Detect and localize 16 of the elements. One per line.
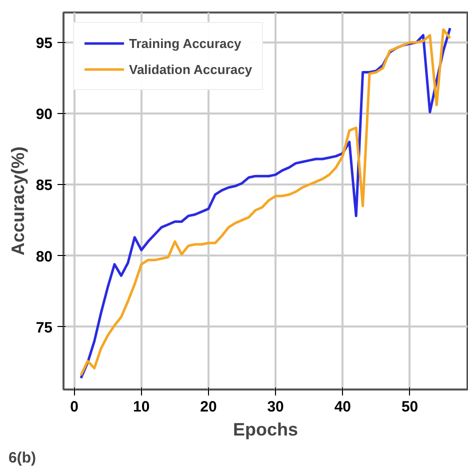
legend-label: Training Accuracy [129,36,242,50]
y-tick-label: 95 [36,34,53,52]
x-tick-label: 0 [70,398,78,416]
y-tick-label: 75 [36,319,53,336]
x-tick-label: 20 [200,398,217,416]
legend-label: Validation Accuracy [129,62,252,76]
y-tick-label: 90 [36,106,53,124]
x-tick-label: 50 [401,398,418,416]
y-tick-label: 85 [36,177,53,194]
text: 6(b) [8,450,36,466]
y-axis-title: Accuracy(%) [8,146,28,256]
x-tick-label: 40 [334,398,352,416]
x-tick-label: 10 [133,398,150,416]
x-axis-title: Epochs [232,420,298,440]
x-tick-label: 30 [267,398,284,416]
y-tick-label: 80 [36,248,53,266]
